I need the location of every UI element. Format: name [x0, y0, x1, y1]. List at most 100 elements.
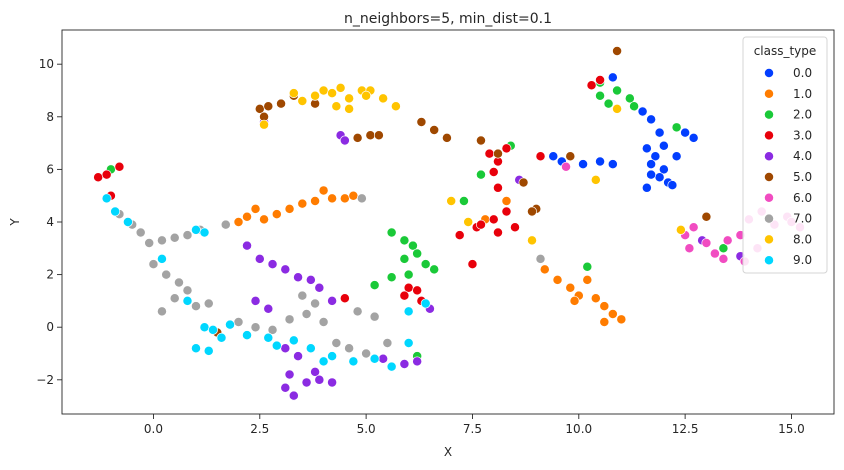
legend-marker — [764, 68, 774, 78]
data-point-class-1-0 — [599, 301, 610, 312]
y-tick-label: 10 — [39, 57, 54, 71]
data-point-class-9-0 — [318, 356, 329, 367]
data-point-class-7-0 — [356, 193, 367, 204]
data-point-class-9-0 — [403, 306, 414, 317]
data-point-class-8-0 — [327, 88, 338, 99]
data-point-class-5-0 — [493, 148, 503, 159]
data-point-class-0-0 — [650, 151, 661, 162]
y-tick-label: 6 — [46, 162, 54, 176]
data-point-class-8-0 — [527, 235, 537, 246]
data-point-class-5-0 — [276, 98, 287, 109]
legend-marker — [764, 213, 774, 224]
data-point-class-3-0 — [467, 259, 478, 270]
data-point-class-1-0 — [327, 193, 338, 204]
data-point-class-8-0 — [331, 101, 342, 112]
data-point-class-0-0 — [658, 140, 669, 151]
data-point-class-1-0 — [565, 282, 576, 293]
data-point-class-1-0 — [569, 295, 580, 306]
data-point-class-1-0 — [284, 203, 295, 214]
data-point-class-7-0 — [157, 306, 167, 317]
data-point-class-0-0 — [688, 132, 699, 143]
chart-title: n_neighbors=5, min_dist=0.1 — [344, 11, 552, 27]
data-point-class-8-0 — [590, 174, 601, 185]
data-point-class-5-0 — [565, 151, 576, 162]
data-point-class-1-0 — [552, 274, 563, 285]
data-point-class-1-0 — [348, 190, 359, 201]
data-point-class-9-0 — [182, 295, 193, 306]
data-point-class-9-0 — [305, 343, 316, 354]
x-tick-label: 0.0 — [144, 422, 163, 436]
data-point-class-4-0 — [314, 374, 325, 385]
data-point-class-0-0 — [595, 156, 606, 167]
data-point-class-1-0 — [582, 274, 593, 285]
data-point-class-8-0 — [675, 224, 686, 235]
data-point-class-1-0 — [599, 316, 610, 327]
data-point-class-3-0 — [476, 219, 486, 230]
data-point-class-6-0 — [684, 243, 695, 254]
data-point-class-9-0 — [271, 340, 282, 351]
data-point-class-7-0 — [182, 230, 193, 241]
x-tick-label: 15.0 — [778, 422, 805, 436]
data-point-class-9-0 — [420, 298, 431, 309]
data-point-class-7-0 — [157, 235, 167, 246]
data-point-class-0-0 — [671, 151, 682, 162]
data-point-class-8-0 — [446, 196, 457, 206]
data-point-class-3-0 — [114, 161, 125, 172]
legend-label: 7.0 — [793, 212, 812, 226]
legend-label: 4.0 — [793, 149, 812, 163]
data-point-class-4-0 — [280, 343, 291, 354]
data-point-class-0-0 — [641, 143, 652, 154]
legend-marker — [764, 151, 774, 162]
x-tick-label: 5.0 — [357, 422, 376, 436]
data-point-class-2-0 — [476, 169, 486, 180]
data-point-class-9-0 — [110, 206, 121, 217]
data-point-class-7-0 — [148, 259, 159, 270]
data-point-class-3-0 — [493, 182, 503, 193]
data-point-class-2-0 — [399, 235, 410, 246]
data-point-class-2-0 — [369, 280, 380, 291]
data-point-class-2-0 — [420, 259, 431, 270]
data-point-class-2-0 — [459, 196, 469, 206]
data-point-class-8-0 — [297, 96, 308, 106]
data-point-class-2-0 — [624, 93, 635, 104]
legend: class_type 0.0 1.0 2.0 3.0 4.0 5.0 6.0 7.0 8.0 9.… — [742, 36, 828, 274]
data-point-class-3-0 — [493, 227, 503, 238]
data-point-class-7-0 — [161, 269, 172, 280]
data-point-class-4-0 — [267, 259, 278, 270]
legend-marker — [764, 255, 774, 266]
data-point-class-7-0 — [318, 316, 329, 327]
data-point-class-1-0 — [616, 314, 627, 325]
data-point-class-1-0 — [297, 198, 308, 209]
data-point-class-3-0 — [535, 151, 546, 162]
data-point-class-5-0 — [527, 206, 537, 217]
data-point-class-3-0 — [586, 80, 597, 91]
y-axis-label: Y — [8, 218, 22, 227]
data-point-class-7-0 — [297, 290, 308, 301]
data-point-class-7-0 — [535, 253, 546, 264]
legend-title: class_type — [754, 44, 817, 58]
data-point-class-9-0 — [225, 319, 235, 330]
data-point-class-2-0 — [407, 240, 418, 251]
legend-marker — [764, 130, 774, 141]
data-point-class-7-0 — [135, 227, 146, 238]
legend-marker — [764, 109, 774, 120]
data-point-class-3-0 — [339, 293, 350, 304]
data-point-class-1-0 — [259, 214, 269, 225]
data-point-class-7-0 — [144, 238, 155, 248]
data-point-class-7-0 — [233, 316, 244, 327]
data-point-class-0-0 — [654, 172, 665, 183]
x-axis-label: X — [444, 445, 452, 459]
data-point-class-9-0 — [157, 253, 167, 264]
data-point-class-0-0 — [578, 159, 588, 170]
data-point-class-5-0 — [429, 124, 440, 135]
data-point-class-4-0 — [305, 274, 316, 285]
data-point-class-4-0 — [280, 382, 291, 393]
data-point-class-7-0 — [220, 219, 231, 230]
data-point-class-3-0 — [510, 222, 520, 233]
data-point-class-8-0 — [344, 93, 355, 104]
data-point-class-9-0 — [403, 338, 414, 348]
legend-label: 5.0 — [793, 170, 812, 184]
legend-marker — [764, 88, 774, 99]
data-point-class-4-0 — [301, 377, 312, 388]
data-point-class-6-0 — [561, 161, 571, 172]
